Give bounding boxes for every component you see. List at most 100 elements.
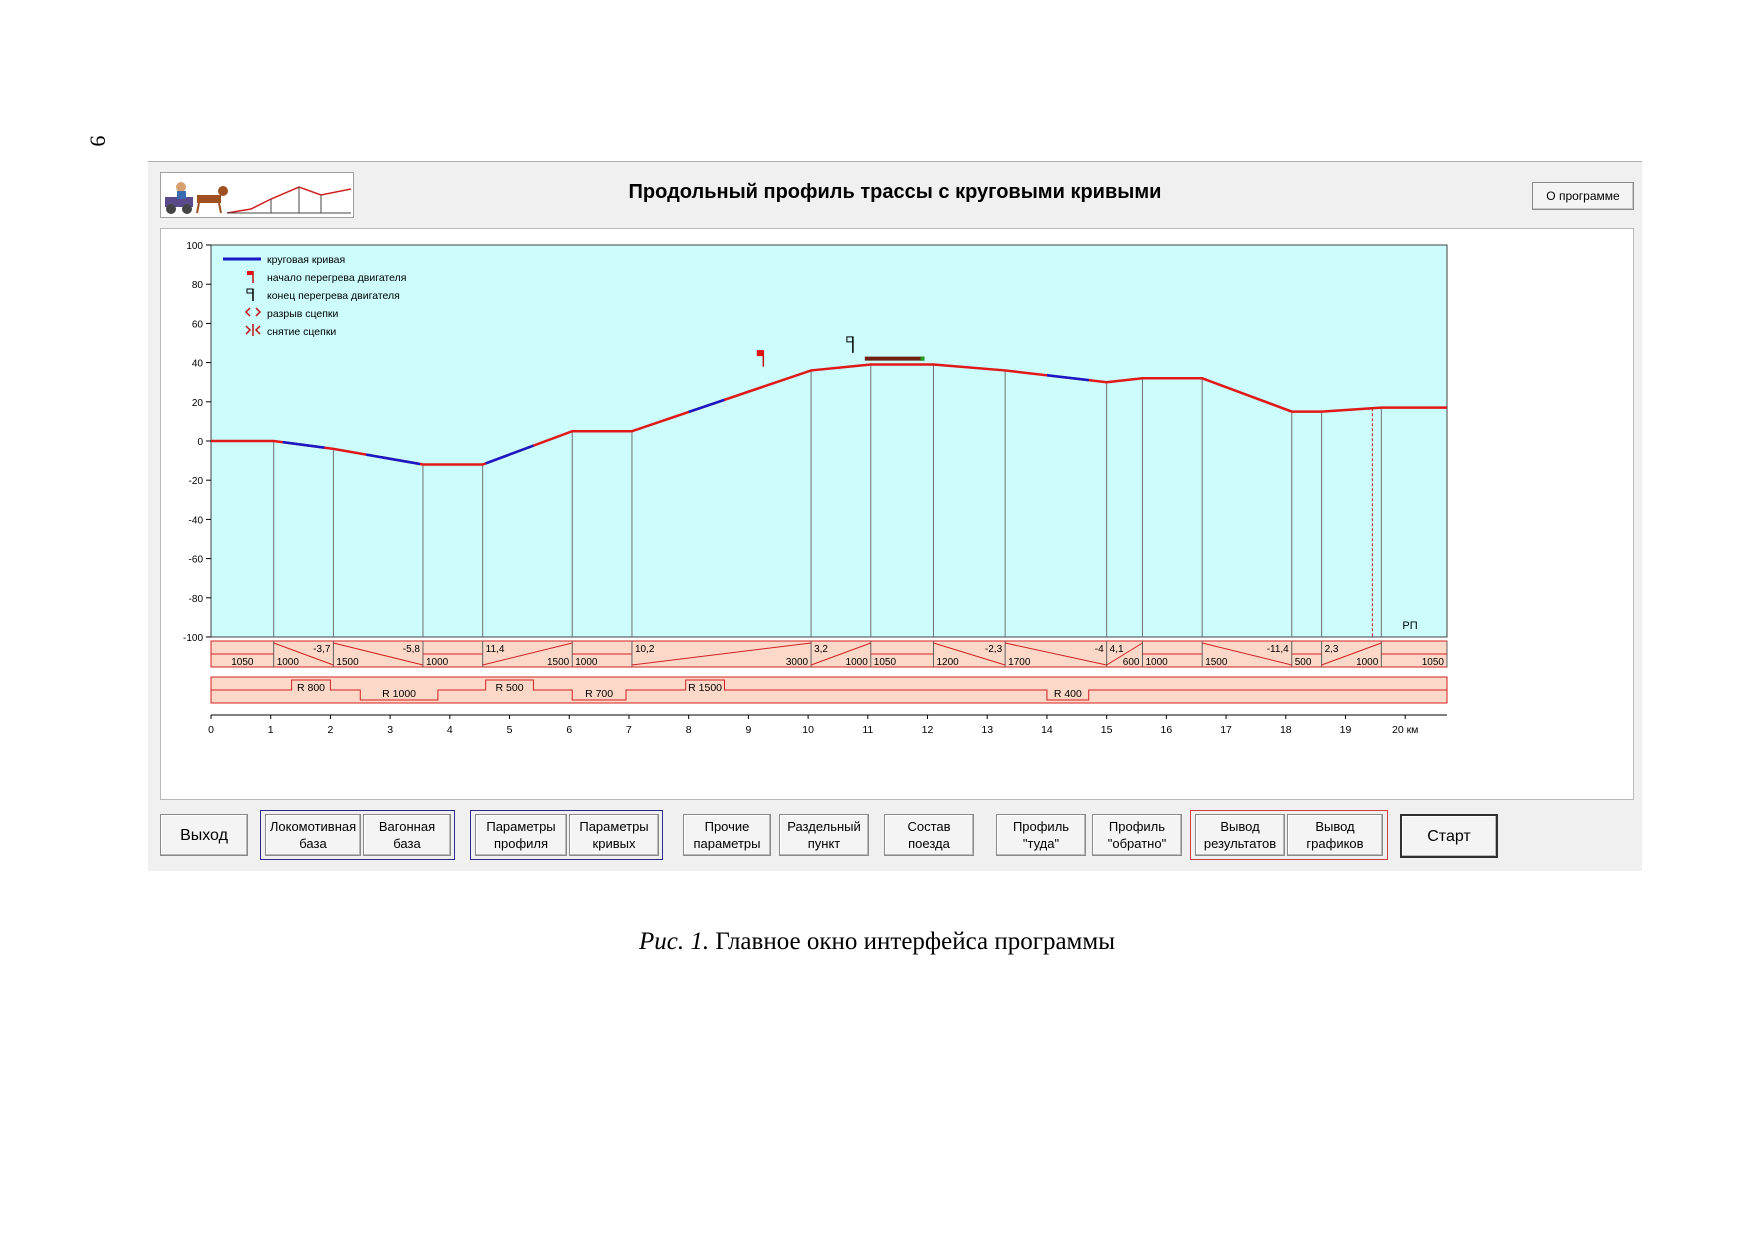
x-tick-label: 9 [745,724,751,736]
gradient-mark [631,642,812,666]
x-tick-label: 11 [862,724,873,736]
gradient-mark [1005,642,1107,666]
other-params-button[interactable]: Прочие параметры [683,814,771,856]
button-bar: Выход Локомотивная база Вагонная база Пара… [160,810,1630,866]
y-tick-label: -20 [189,476,204,487]
legend-coupling-remove-icon [245,324,261,336]
station-button[interactable]: Раздельный пункт [779,814,869,856]
start-button[interactable]: Старт [1400,814,1498,858]
gradient-length: 1000 [1356,657,1379,668]
gradient-slope: -2,3 [985,644,1003,655]
profile-forward-button[interactable]: Профиль "туда" [996,814,1086,856]
y-tick-label: 40 [192,359,204,370]
y-tick-label: 20 [192,398,204,409]
x-tick-label: 17 [1220,724,1232,736]
output-group [1190,810,1388,860]
output-graphs-button[interactable]: Вывод графиков [1287,814,1383,856]
gradient-slope: -5,8 [403,644,421,655]
y-tick-label: -40 [189,515,204,526]
legend-label: конец перегрева двигателя [267,290,400,302]
profile-params-button[interactable]: Параметры профиля [475,814,567,856]
params-group [470,810,663,860]
gradient-slope: 3,2 [814,644,828,655]
gradient-length: 500 [1295,657,1312,668]
profile-back-button[interactable]: Профиль "обратно" [1092,814,1182,856]
gradient-length: 1200 [936,657,959,668]
x-tick-label: 2 [327,724,333,736]
curve-segment [485,444,534,465]
gradient-length: 1500 [1205,657,1228,668]
gradient-mark [933,642,1006,666]
caption-text: Главное окно интерфейса программы [709,928,1115,955]
gradient-slope: 10,2 [635,644,655,655]
gradient-length: 1050 [874,657,897,668]
curve-segment [366,453,421,466]
locomotive-base-button[interactable]: Локомотивная база [265,814,361,856]
legend-coupling-break-icon [244,307,262,317]
gradient-mark [810,642,871,666]
wagon-base-button[interactable]: Вагонная база [363,814,451,856]
x-tick-label: 18 [1280,724,1292,736]
gradient-length: 1500 [336,657,359,668]
plot-area [210,244,1448,638]
output-results-button[interactable]: Вывод результатов [1195,814,1285,856]
gradient-mark [1202,642,1292,666]
gradient-slope: -4 [1095,644,1104,655]
gradient-length: 1000 [846,657,869,668]
about-button[interactable]: О программе [1532,182,1634,210]
y-tick-label: 80 [192,280,204,291]
y-tick-label: -60 [189,555,204,566]
x-tick-label: 4 [447,724,453,736]
page-number: 9 [85,135,111,147]
x-tick-label: 1 [268,724,274,736]
legend-red-flag-icon [247,271,253,275]
gradient-length: 1000 [277,657,300,668]
gradient-slope: 2,3 [1325,644,1339,655]
window-title: Продольный профиль трассы с круговыми кр… [628,181,1162,203]
radius-label: R 1000 [382,688,416,700]
gradient-mark [333,642,424,666]
gradient-mark [1106,642,1143,666]
gradient-length: 1000 [426,657,449,668]
gradient-slope: -3,7 [313,644,331,655]
gradient-mark [1321,642,1382,666]
x-tick-label: 3 [387,724,393,736]
y-tick-label: 60 [192,319,204,330]
gradient-length: 1050 [1422,657,1445,668]
gradient-length: 1700 [1008,657,1031,668]
x-tick-label: 19 [1340,724,1352,736]
train-composition-button[interactable]: Состав поезда [884,814,974,856]
gradient-length: 1000 [575,657,598,668]
legend-label: снятие сцепки [267,326,336,338]
y-tick-label: -100 [183,633,203,644]
radius-label: R 800 [297,682,325,694]
figure-caption: Рис. 1. Главное окно интерфейса программ… [0,928,1754,956]
gradient-slope: 11,4 [486,644,505,655]
rp-label: РП [1402,620,1417,632]
y-tick-label: 100 [186,241,203,252]
radius-label: R 1500 [688,682,722,694]
y-tick-label: -80 [189,594,204,605]
radius-line [211,679,1447,701]
gradient-length: 1050 [231,657,254,668]
profile-chart: 100 80 60 40 20 0 -20 -40 -60 -80 -100 РП круговая к… [160,228,1634,800]
curve-segment [688,398,725,414]
x-tick-label: 14 [1041,724,1053,736]
curve-params-button[interactable]: Параметры кривых [569,814,659,856]
exit-button[interactable]: Выход [160,814,248,856]
x-tick-label: 13 [981,724,993,736]
x-tick-label: 7 [626,724,632,736]
gradient-length: 1000 [1145,657,1168,668]
overheat-start-flag [756,350,764,357]
gradient-slope: 4,1 [1110,644,1124,655]
main-window: Продольный профиль трассы с круговыми кр… [148,161,1642,871]
overheat-end-flag [846,336,854,343]
x-tick-label: 15 [1101,724,1113,736]
curve-segment [1046,374,1089,382]
gradient-length: 3000 [786,657,809,668]
gradient-slope: -11,4 [1267,644,1289,655]
x-tick-label: 20 км [1392,724,1418,736]
gradient-length: 1500 [547,657,570,668]
legend-label: разрыв сцепки [267,308,339,320]
